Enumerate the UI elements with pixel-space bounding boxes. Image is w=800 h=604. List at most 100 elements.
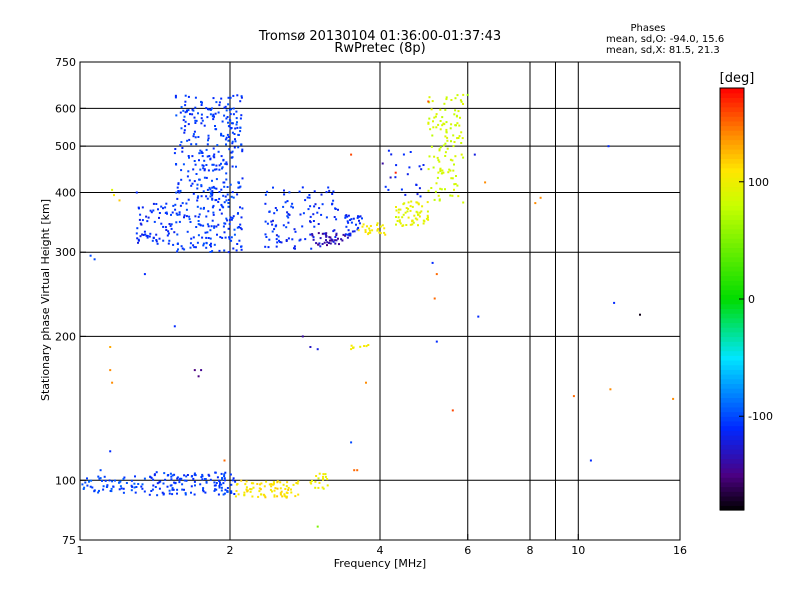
data-point — [122, 477, 125, 480]
data-point — [279, 492, 282, 495]
data-point — [282, 483, 285, 486]
data-point — [227, 103, 230, 106]
x-tick-label: 8 — [527, 544, 534, 557]
data-point — [444, 151, 447, 154]
data-point — [179, 189, 182, 192]
data-point — [309, 346, 312, 348]
data-point — [322, 487, 325, 490]
colorbar-strip — [720, 275, 744, 281]
colorbar-strip — [720, 449, 744, 455]
data-point — [430, 108, 433, 111]
data-point — [236, 243, 239, 245]
data-point — [446, 136, 449, 139]
data-point — [212, 185, 215, 188]
data-point — [201, 473, 204, 476]
colorbar-strip — [720, 378, 744, 384]
data-point — [176, 250, 179, 253]
data-point — [484, 181, 487, 184]
data-point — [350, 344, 353, 347]
data-point — [349, 219, 352, 221]
data-point — [378, 231, 381, 234]
data-point — [389, 176, 392, 179]
data-point — [197, 223, 200, 226]
data-point — [237, 186, 240, 189]
data-point — [196, 187, 199, 190]
data-point — [232, 247, 235, 250]
colorbar-strip — [720, 458, 744, 464]
colorbar-tick-label: 0 — [748, 293, 755, 306]
data-point — [263, 485, 266, 488]
data-point — [207, 134, 210, 137]
data-point — [458, 135, 461, 138]
data-point — [165, 202, 168, 205]
data-point — [325, 235, 328, 238]
data-point — [349, 234, 352, 237]
data-point — [235, 110, 238, 113]
data-point — [239, 185, 242, 188]
data-point — [195, 143, 198, 146]
data-point — [211, 198, 214, 201]
data-point — [158, 212, 161, 214]
data-point — [218, 191, 221, 193]
data-point — [176, 186, 179, 189]
data-point — [256, 483, 259, 485]
data-point — [184, 94, 187, 97]
data-point — [451, 409, 454, 412]
data-point — [221, 120, 224, 123]
data-point — [109, 490, 112, 492]
data-point — [193, 130, 196, 133]
data-point — [214, 112, 217, 115]
data-point — [200, 113, 203, 116]
data-point — [456, 94, 459, 97]
data-point — [158, 481, 161, 484]
data-point — [135, 232, 138, 235]
data-point — [324, 475, 327, 478]
data-point — [130, 489, 133, 492]
data-point — [194, 119, 197, 122]
data-point — [162, 207, 164, 210]
data-point — [173, 231, 176, 234]
data-point — [227, 205, 230, 208]
data-point — [110, 487, 113, 490]
colorbar-strip — [720, 425, 744, 431]
data-point — [183, 248, 186, 251]
data-point — [183, 479, 186, 482]
data-point — [241, 148, 244, 151]
data-point — [250, 482, 253, 485]
data-point — [209, 229, 212, 232]
data-point — [207, 237, 210, 239]
colorbar-strip — [720, 355, 744, 361]
data-point — [233, 228, 236, 231]
data-point — [200, 369, 203, 372]
data-point — [201, 236, 204, 239]
data-point — [189, 246, 192, 249]
data-point — [441, 172, 444, 175]
data-point — [213, 225, 216, 228]
data-point — [331, 203, 333, 206]
data-point — [168, 239, 171, 242]
data-point — [239, 223, 242, 226]
data-point — [213, 156, 216, 159]
data-point — [123, 476, 126, 479]
data-point — [280, 241, 283, 244]
data-point — [106, 484, 109, 487]
colorbar-strip — [720, 242, 744, 249]
data-point — [104, 479, 107, 482]
data-point — [384, 185, 387, 188]
data-point — [439, 128, 442, 131]
data-point — [435, 113, 438, 116]
colorbar-strip — [720, 209, 744, 216]
data-point — [286, 211, 289, 214]
phase-box-title: Phases — [630, 23, 665, 34]
data-point — [193, 480, 196, 483]
colorbar-strip — [720, 472, 744, 478]
colorbar-strip — [720, 252, 744, 258]
data-point — [158, 487, 161, 490]
data-point — [201, 119, 204, 122]
data-point — [349, 232, 352, 235]
data-point — [170, 213, 172, 216]
data-point — [184, 120, 187, 123]
data-point — [334, 239, 337, 242]
data-point — [314, 480, 317, 483]
data-point — [350, 348, 353, 351]
